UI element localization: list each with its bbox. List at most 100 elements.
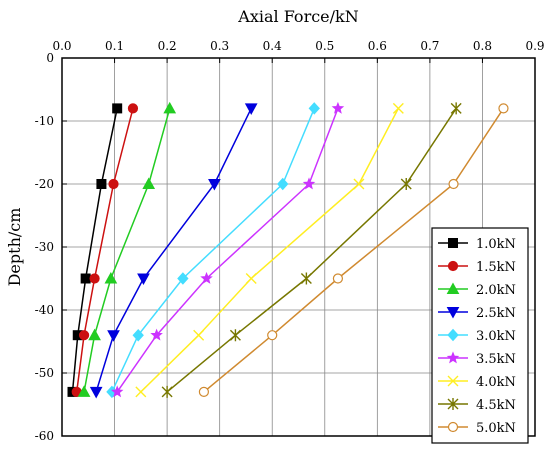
legend-marker: [446, 282, 460, 294]
series-line: [95, 108, 252, 393]
data-point: [112, 103, 123, 114]
legend-marker: [448, 238, 458, 248]
data-point: [78, 330, 90, 341]
y-tick-label: -50: [35, 366, 54, 380]
data-point: [104, 271, 118, 284]
data-point: [132, 328, 144, 342]
legend-marker: [447, 328, 459, 342]
data-point: [135, 386, 147, 398]
legend-label: 2.5kN: [476, 306, 516, 321]
data-point: [89, 386, 103, 399]
data-point: [353, 178, 365, 190]
series-4.0kN: [135, 102, 404, 398]
legend-item: 2.0kN: [438, 282, 516, 298]
data-point: [331, 101, 345, 114]
plot-frame: [61, 57, 536, 437]
series-line: [140, 108, 400, 393]
series-line: [71, 108, 118, 392]
data-point: [267, 330, 278, 341]
x-tick-label: 0.5: [315, 39, 334, 53]
series-4.5kN: [161, 102, 462, 398]
y-tick-label: -40: [35, 303, 54, 317]
data-point: [77, 385, 91, 397]
series-line: [116, 108, 339, 393]
legend-label: 1.0kN: [476, 237, 516, 252]
x-tick-label: 0.8: [473, 39, 492, 53]
x-axis-ticks: 0.0 0.1 0.2 0.3 0.4 0.5 0.6 0.7 0.8 0.9: [52, 39, 545, 63]
legend-marker: [446, 307, 460, 319]
data-point: [244, 103, 258, 115]
legend-label: 1.5kN: [476, 260, 516, 275]
y-axis-ticks: 0 -10 -20 -30 -40 -50 -60: [35, 51, 67, 443]
series-3.0kN: [106, 102, 320, 399]
series-2.5kN: [89, 103, 258, 399]
data-point: [300, 272, 312, 285]
x-tick-label: 0.0: [52, 39, 71, 53]
data-point: [208, 179, 221, 191]
data-point: [161, 385, 173, 398]
legend-marker: [447, 398, 459, 410]
data-point: [127, 103, 139, 114]
series-3.5kN: [110, 101, 345, 398]
legend-label: 4.0kN: [476, 375, 516, 390]
data-point: [498, 103, 509, 114]
legend-label: 2.0kN: [476, 283, 516, 298]
data-point: [177, 272, 189, 285]
legend-label: 5.0kN: [476, 421, 516, 436]
series-line: [75, 108, 134, 392]
legend-item: 3.5kN: [438, 351, 516, 367]
series-1.0kN: [67, 103, 123, 397]
data-point: [448, 178, 459, 190]
series-2.0kN: [77, 101, 177, 397]
legend: 1.0kN 1.5kN 2.0kN 2.5kN 3.0kN 3.5kN 4.0kN 4.5kN…: [431, 227, 529, 444]
data-point: [88, 328, 101, 341]
legend-item: 3.0kN: [438, 328, 516, 344]
legend-item: 4.0kN: [438, 375, 516, 390]
legend-item: 2.5kN: [438, 306, 516, 321]
data-point: [308, 102, 320, 115]
y-axis-title: Depth/cm: [5, 208, 24, 287]
x-axis-title: Axial Force/kN: [237, 7, 358, 26]
legend-label: 3.0kN: [476, 329, 516, 344]
legend-marker: [447, 421, 459, 433]
data-point: [245, 273, 257, 284]
legend-label: 4.5kN: [476, 398, 516, 413]
data-point: [200, 271, 213, 284]
series-group: [67, 101, 509, 399]
series-5.0kN: [198, 103, 509, 397]
data-point: [193, 329, 205, 341]
data-point: [142, 177, 156, 189]
data-point: [107, 330, 120, 342]
legend-marker: [447, 375, 459, 387]
legend-item: 1.5kN: [438, 260, 516, 275]
x-tick-label: 0.6: [368, 39, 387, 53]
data-point: [450, 102, 462, 115]
y-tick-label: -20: [35, 177, 54, 191]
data-point: [302, 177, 316, 190]
data-point: [150, 328, 163, 341]
data-point: [392, 102, 404, 114]
series-line: [166, 107, 457, 393]
series-1.5kN: [71, 103, 139, 397]
legend-item: 5.0kN: [438, 421, 516, 436]
x-tick-label: 0.3: [210, 39, 229, 53]
y-tick-label: -10: [35, 114, 54, 128]
y-tick-label: -30: [35, 240, 54, 254]
series-line: [83, 108, 171, 393]
data-point: [229, 329, 241, 342]
x-tick-label: 0.4: [263, 39, 282, 53]
y-tick-label: -60: [35, 429, 54, 443]
data-point: [137, 273, 150, 286]
data-point: [163, 101, 177, 114]
data-point: [110, 385, 124, 398]
data-point: [198, 386, 209, 397]
legend-marker: [446, 351, 460, 364]
x-tick-label: 0.1: [105, 39, 124, 53]
data-point: [96, 179, 107, 189]
data-point: [80, 273, 91, 284]
data-point: [108, 178, 119, 190]
data-point: [332, 273, 344, 284]
legend-marker: [447, 260, 459, 272]
legend-item: 4.5kN: [438, 398, 516, 413]
